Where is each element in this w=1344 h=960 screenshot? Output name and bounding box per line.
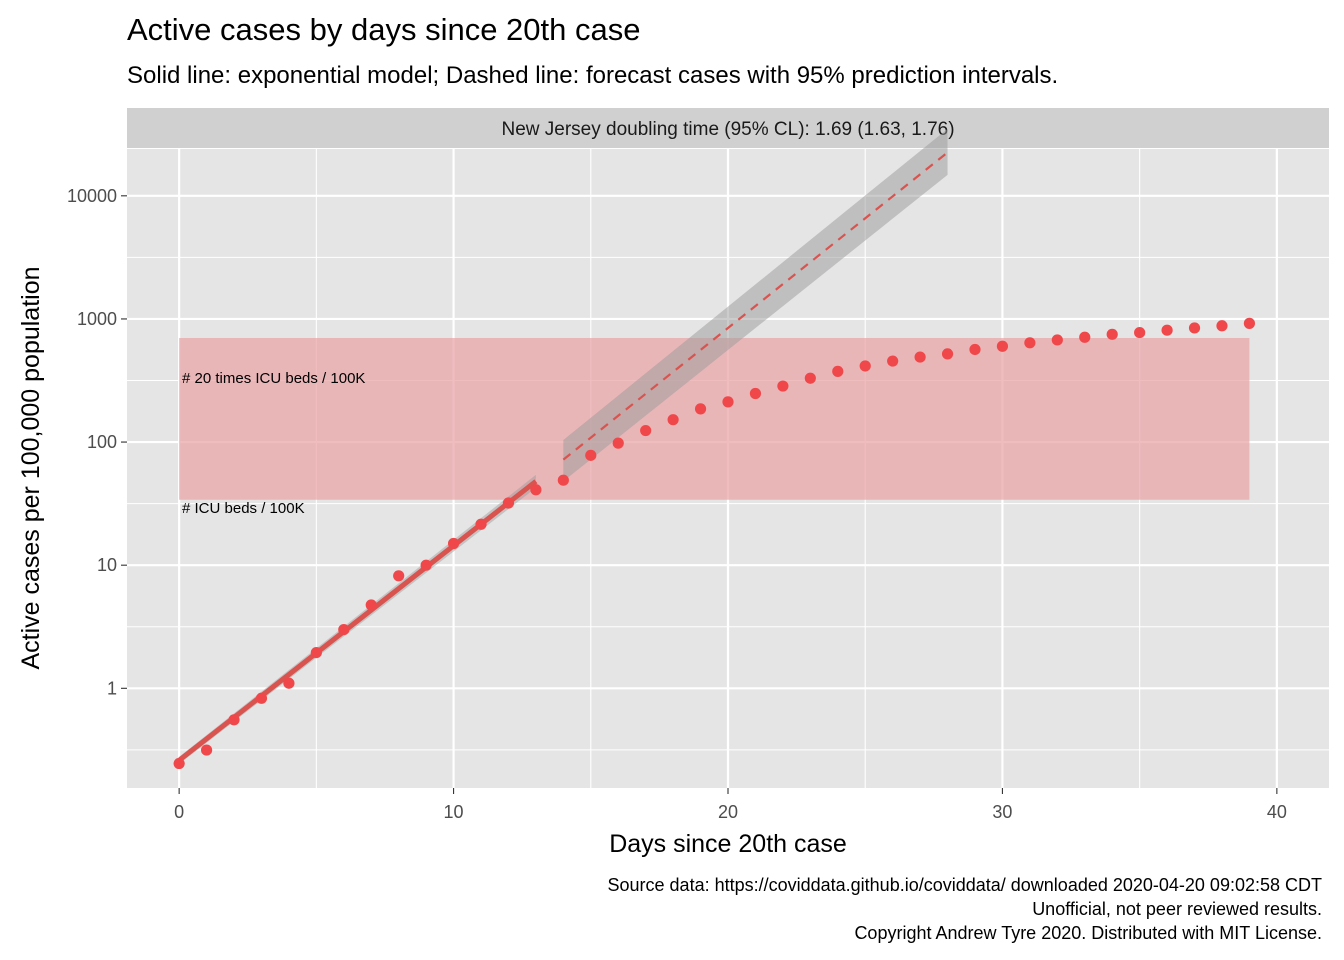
x-axis-title: Days since 20th case [609, 830, 847, 858]
data-point [173, 757, 185, 770]
x-tick-label: 40 [1267, 802, 1287, 822]
forecast-line [562, 151, 949, 461]
facet-strip-label: New Jersey doubling time (95% CL): 1.69 … [501, 119, 954, 140]
icu-low-label: # ICU beds / 100K [182, 500, 305, 517]
data-point [722, 396, 734, 408]
data-point [694, 403, 707, 415]
y-tick-label: 100 [87, 432, 117, 452]
data-point [887, 355, 899, 367]
x-tick-label: 10 [444, 802, 464, 822]
data-point [1188, 322, 1201, 334]
caption-disclaimer: Unofficial, not peer reviewed results. [1032, 899, 1322, 919]
data-point [859, 360, 871, 372]
data-point [283, 677, 295, 689]
model-line [177, 479, 538, 763]
icu-band [179, 338, 1250, 500]
data-point [502, 497, 515, 509]
data-point [1079, 331, 1091, 343]
facet-strip [127, 108, 1329, 148]
data-point [1134, 326, 1146, 339]
data-point [338, 623, 350, 636]
data-point [640, 424, 652, 437]
caption-copyright: Copyright Andrew Tyre 2020. Distributed … [854, 923, 1322, 943]
data-point [365, 599, 377, 611]
data-point [777, 380, 789, 392]
icu-band-layer [179, 338, 1250, 500]
data-point [200, 744, 213, 756]
data-point [667, 414, 679, 426]
data-point [530, 484, 542, 496]
data-point [393, 570, 405, 582]
data-point [420, 559, 432, 571]
points-layer [173, 317, 1256, 770]
data-point [969, 343, 981, 356]
y-tick-label: 10 [97, 555, 117, 575]
chart-subtitle: Solid line: exponential model; Dashed li… [127, 62, 1058, 89]
data-point [475, 518, 487, 530]
y-tick-label: 1 [107, 678, 117, 698]
data-point [996, 340, 1009, 352]
data-point [941, 348, 954, 360]
data-point [749, 387, 762, 400]
chart-title: Active cases by days since 20th case [127, 12, 640, 47]
data-point [804, 372, 816, 384]
x-tick-label: 30 [992, 802, 1012, 822]
data-point [1024, 337, 1036, 349]
x-tick-label: 0 [174, 802, 184, 822]
data-point [1051, 334, 1063, 346]
y-tick-label: 1000 [77, 309, 117, 329]
data-point [585, 449, 597, 461]
y-axis: 1 10 100 1000 10000 [67, 186, 127, 698]
data-point [914, 351, 926, 363]
y-tick-label: 10000 [67, 186, 117, 206]
x-axis: 0 10 20 30 40 [174, 788, 1287, 822]
data-point [228, 714, 240, 726]
data-point [1243, 317, 1256, 329]
data-point [557, 474, 569, 486]
data-point [1106, 328, 1118, 340]
x-tick-label: 20 [718, 802, 738, 822]
data-point [1161, 324, 1173, 336]
forecast-layer [562, 128, 949, 482]
data-point [255, 692, 268, 704]
icu-high-label: # 20 times ICU beds / 100K [182, 370, 365, 387]
data-point [310, 646, 322, 659]
data-point [447, 537, 460, 550]
data-point [612, 437, 624, 449]
caption-source: Source data: https://coviddata.github.io… [608, 875, 1322, 895]
data-point [1216, 320, 1228, 332]
y-axis-title: Active cases per 100,000 population [17, 266, 45, 669]
data-point [832, 365, 844, 377]
model-layer [177, 474, 538, 764]
